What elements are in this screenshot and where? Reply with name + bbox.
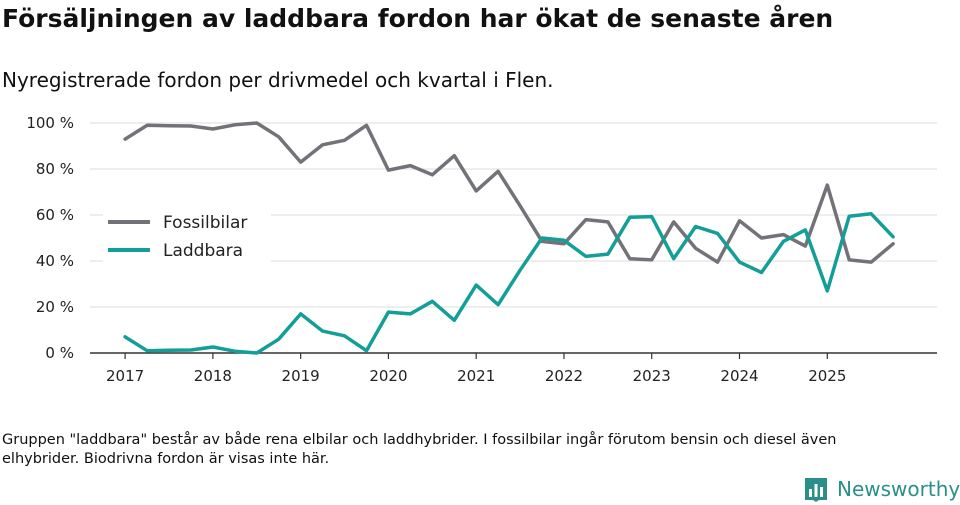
chart-subtitle: Nyregistrerade fordon per drivmedel och … bbox=[2, 68, 554, 92]
x-tick-label: 2024 bbox=[720, 367, 758, 385]
chart-title: Försäljningen av laddbara fordon har öka… bbox=[2, 4, 834, 33]
series-line-fossilbilar bbox=[123, 121, 895, 264]
legend-label-fossilbilar: Fossilbilar bbox=[163, 213, 247, 233]
y-tick-label: 100 % bbox=[26, 114, 74, 132]
y-tick-label: 20 % bbox=[36, 298, 74, 316]
footnote: Gruppen "laddbara" består av både rena e… bbox=[2, 432, 837, 467]
brand-logo[interactable]: Newsworthy bbox=[803, 474, 960, 504]
x-tick-label: 2025 bbox=[808, 367, 846, 385]
x-tick-label: 2017 bbox=[106, 367, 144, 385]
x-tick-label: 2020 bbox=[369, 367, 407, 385]
x-tick-label: 2018 bbox=[194, 367, 232, 385]
y-tick-label: 40 % bbox=[36, 252, 74, 270]
x-tick-label: 2021 bbox=[457, 367, 495, 385]
y-tick-label: 0 % bbox=[45, 344, 74, 362]
x-tick-label: 2022 bbox=[545, 367, 583, 385]
x-tick-label: 2019 bbox=[282, 367, 320, 385]
brand-name: Newsworthy bbox=[837, 477, 960, 501]
series-line-laddbara bbox=[123, 212, 895, 355]
y-tick-label: 80 % bbox=[36, 160, 74, 178]
x-tick-label: 2023 bbox=[633, 367, 671, 385]
y-tick-label: 60 % bbox=[36, 206, 74, 224]
line-chart: 0 % 20 % 40 % 60 % 80 % 100 % 2017 2018 2019 2020… bbox=[26, 114, 937, 385]
bar-chart-icon bbox=[805, 478, 827, 502]
legend-label-laddbara: Laddbara bbox=[163, 241, 243, 261]
